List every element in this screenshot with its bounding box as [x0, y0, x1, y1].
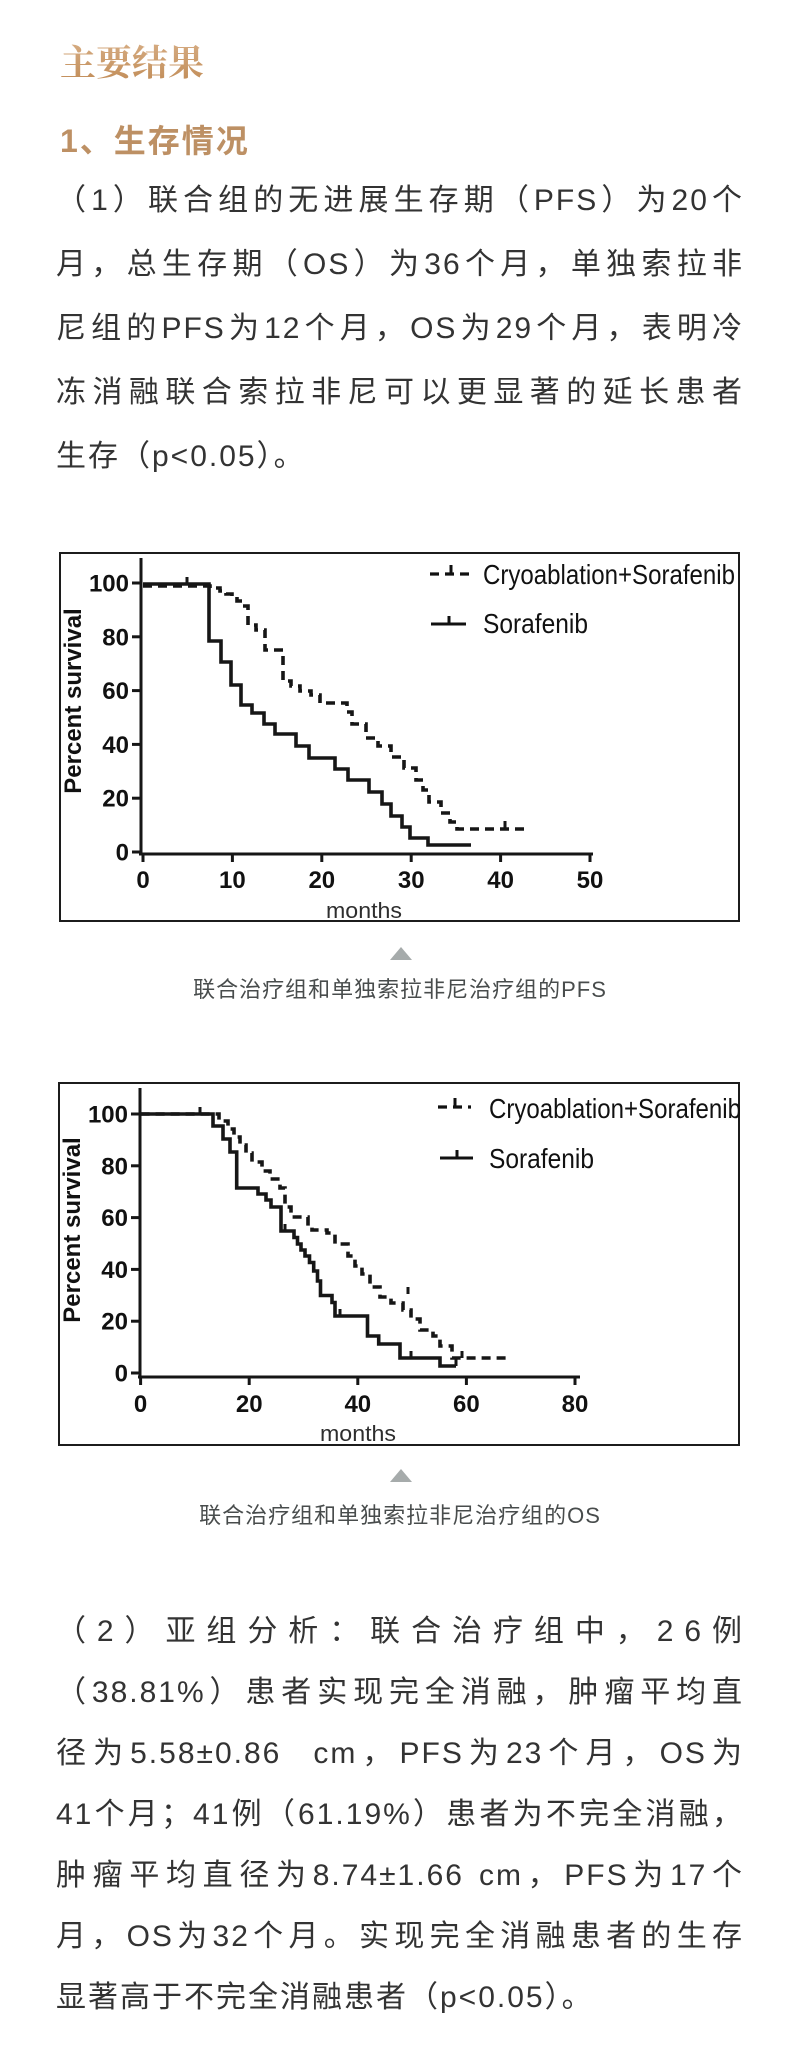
svg-text:10: 10 — [219, 867, 246, 894]
svg-text:Percent survival: Percent survival — [59, 1137, 86, 1322]
svg-text:Cryoablation+Sorafenib: Cryoablation+Sorafenib — [489, 1093, 740, 1124]
svg-text:Percent survival: Percent survival — [60, 608, 87, 793]
svg-text:20: 20 — [102, 786, 129, 813]
svg-text:100: 100 — [89, 571, 129, 598]
svg-text:0: 0 — [115, 1361, 128, 1388]
svg-text:60: 60 — [102, 678, 129, 705]
svg-text:40: 40 — [101, 1257, 128, 1284]
svg-text:80: 80 — [102, 624, 129, 651]
svg-text:40: 40 — [102, 732, 129, 759]
svg-text:0: 0 — [116, 840, 129, 867]
svg-text:80: 80 — [562, 1391, 589, 1418]
svg-text:0: 0 — [134, 1391, 147, 1418]
svg-text:100: 100 — [88, 1102, 128, 1129]
svg-text:0: 0 — [136, 867, 149, 894]
svg-text:40: 40 — [487, 867, 514, 894]
svg-text:60: 60 — [101, 1205, 128, 1232]
svg-text:Sorafenib: Sorafenib — [489, 1143, 594, 1174]
svg-text:40: 40 — [344, 1391, 371, 1418]
svg-text:20: 20 — [308, 867, 335, 894]
svg-text:60: 60 — [453, 1391, 480, 1418]
svg-text:Cryoablation+Sorafenib: Cryoablation+Sorafenib — [483, 559, 735, 590]
svg-text:months: months — [326, 898, 402, 922]
svg-text:Sorafenib: Sorafenib — [483, 608, 588, 639]
svg-text:20: 20 — [101, 1309, 128, 1336]
svg-text:months: months — [320, 1421, 396, 1446]
svg-text:30: 30 — [398, 867, 425, 894]
svg-text:20: 20 — [236, 1391, 263, 1418]
svg-text:80: 80 — [101, 1153, 128, 1180]
svg-text:50: 50 — [577, 867, 604, 894]
